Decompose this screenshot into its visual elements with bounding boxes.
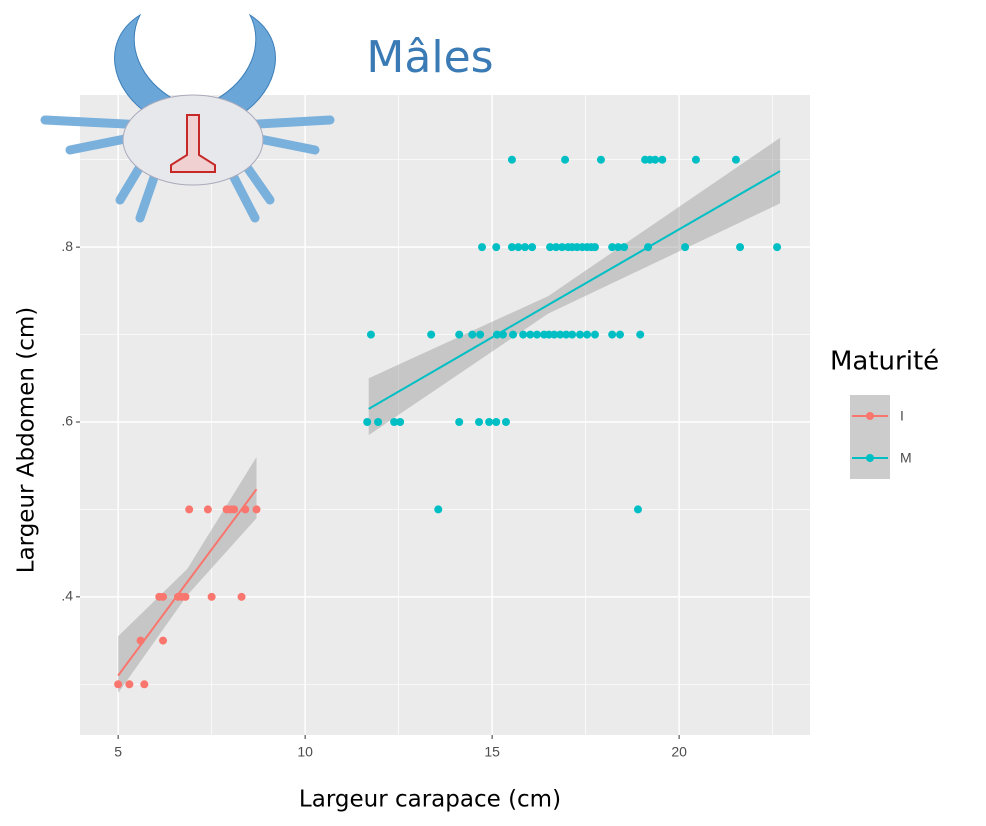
crab-legs xyxy=(40,115,335,223)
point xyxy=(550,330,559,339)
point xyxy=(252,505,261,514)
point xyxy=(562,330,571,339)
point xyxy=(492,417,501,426)
point xyxy=(546,243,555,252)
panel xyxy=(80,95,810,735)
point xyxy=(396,417,405,426)
point xyxy=(468,330,477,339)
point xyxy=(681,243,690,252)
point xyxy=(773,243,782,252)
point xyxy=(552,243,561,252)
point xyxy=(576,330,585,339)
x-axis-title: Largeur carapace (cm) xyxy=(299,787,561,813)
point xyxy=(658,155,667,164)
point xyxy=(159,636,168,645)
point xyxy=(125,680,134,689)
point xyxy=(237,592,246,601)
point xyxy=(427,330,436,339)
point xyxy=(374,417,383,426)
point xyxy=(501,417,510,426)
point xyxy=(140,680,149,689)
plot-layer xyxy=(80,95,810,735)
point xyxy=(590,243,599,252)
point xyxy=(590,330,599,339)
point xyxy=(526,330,535,339)
point xyxy=(614,243,623,252)
crab-illustration xyxy=(40,13,335,223)
point xyxy=(608,243,617,252)
crab-claw xyxy=(114,13,176,116)
legend-label: I xyxy=(900,408,904,424)
point xyxy=(558,243,567,252)
point xyxy=(596,155,605,164)
point xyxy=(568,330,577,339)
point xyxy=(583,330,592,339)
x-tick-label: 20 xyxy=(671,744,687,760)
point xyxy=(651,155,660,164)
point xyxy=(230,505,239,514)
x-tick-label: 5 xyxy=(114,744,122,760)
confidence-band xyxy=(118,456,257,694)
legend-dot xyxy=(866,412,874,420)
point xyxy=(731,155,740,164)
point xyxy=(363,417,372,426)
y-axis-title: Largeur Abdomen (cm) xyxy=(14,307,40,574)
point xyxy=(114,680,123,689)
point xyxy=(455,330,464,339)
point xyxy=(608,330,617,339)
point xyxy=(521,243,530,252)
chart-title: Mâles xyxy=(366,32,493,83)
point xyxy=(556,330,565,339)
point xyxy=(203,505,212,514)
point xyxy=(475,417,484,426)
point xyxy=(514,243,523,252)
point xyxy=(485,417,494,426)
point xyxy=(528,243,537,252)
point xyxy=(507,243,516,252)
point xyxy=(492,243,501,252)
point xyxy=(476,330,485,339)
crab-abdomen xyxy=(170,114,216,173)
x-tick-label: 10 xyxy=(297,744,313,760)
point xyxy=(532,330,541,339)
y-tick-label: .8 xyxy=(61,238,73,254)
point xyxy=(366,330,375,339)
y-tick-label: .4 xyxy=(61,588,73,604)
fit-line xyxy=(368,170,781,410)
point xyxy=(519,330,528,339)
point xyxy=(620,243,629,252)
point xyxy=(507,155,516,164)
legend-label: M xyxy=(900,450,912,466)
point xyxy=(434,505,443,514)
point xyxy=(561,155,570,164)
point xyxy=(390,417,399,426)
confidence-band xyxy=(368,137,781,436)
legend-dot xyxy=(866,454,874,462)
y-tick-label: .6 xyxy=(61,413,73,429)
legend-title: Maturité xyxy=(830,347,939,377)
point xyxy=(185,505,194,514)
point xyxy=(207,592,216,601)
point xyxy=(636,330,645,339)
point xyxy=(509,330,518,339)
crab-claw xyxy=(214,13,276,116)
point xyxy=(181,592,190,601)
point xyxy=(633,505,642,514)
fit-line xyxy=(117,488,258,677)
point xyxy=(691,155,700,164)
x-tick-label: 15 xyxy=(484,744,500,760)
point xyxy=(455,417,464,426)
point xyxy=(478,243,487,252)
point xyxy=(736,243,745,252)
point xyxy=(159,592,168,601)
point xyxy=(616,330,625,339)
